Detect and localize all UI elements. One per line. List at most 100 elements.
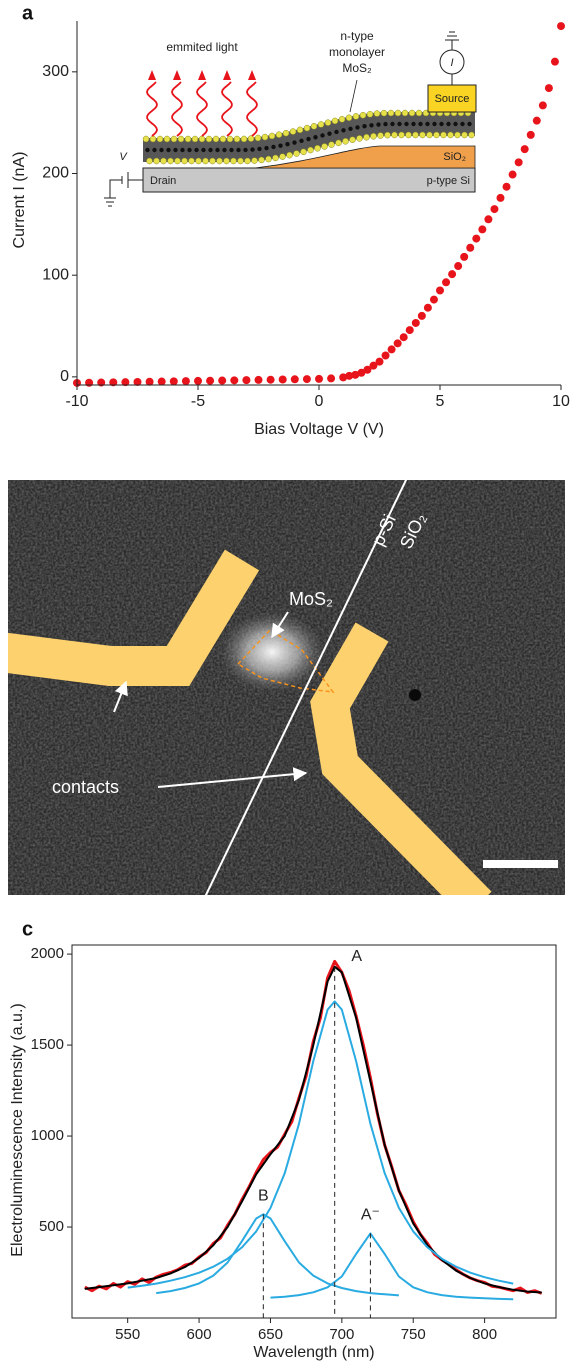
dark-spot <box>409 689 421 701</box>
mo-atom <box>187 148 191 152</box>
sulfur-atom <box>332 118 338 124</box>
sulfur-atom <box>182 158 188 164</box>
sulfur-atom <box>259 157 265 163</box>
source-label: Source <box>435 93 470 105</box>
sulfur-atom <box>171 136 177 142</box>
mo-atom <box>285 142 289 146</box>
sulfur-atom <box>231 158 237 164</box>
data-point <box>460 253 468 261</box>
mo-atom <box>194 148 198 152</box>
oxide-label: SiO₂ <box>443 151 466 163</box>
mo-atom <box>341 128 345 132</box>
sulfur-atom <box>283 130 289 136</box>
data-point <box>388 345 396 353</box>
data-point <box>242 376 250 384</box>
sulfur-atom <box>455 132 461 138</box>
data-point <box>424 304 432 312</box>
sulfur-atom <box>248 136 254 142</box>
sulfur-atom <box>241 136 247 142</box>
sulfur-atom <box>227 136 233 142</box>
data-point <box>400 333 408 341</box>
sulfur-atom <box>364 134 370 140</box>
x-tick-label: 600 <box>187 1326 212 1343</box>
data-point <box>551 58 559 66</box>
data-line <box>128 1001 514 1287</box>
data-point <box>442 278 450 286</box>
data-point <box>303 375 311 383</box>
mo-atom <box>222 148 226 152</box>
mo-atom <box>355 125 359 129</box>
sulfur-atom <box>175 158 181 164</box>
sulfur-atom <box>297 127 303 133</box>
data-point <box>436 286 444 294</box>
mo-atom <box>411 122 415 126</box>
mo-atom <box>390 122 394 126</box>
mo-atom <box>271 145 275 149</box>
plot-frame <box>72 945 556 1318</box>
sulfur-atom <box>392 132 398 138</box>
mo-atom <box>369 123 373 127</box>
y-axis-label: Current I (nA) <box>11 152 28 249</box>
light-arrowhead <box>173 70 181 80</box>
x-tick-label: -10 <box>65 393 88 410</box>
data-line <box>85 967 542 1293</box>
data-point <box>376 358 384 366</box>
y-tick-label: 0 <box>60 368 69 385</box>
data-point <box>412 319 420 327</box>
mo-atom <box>432 122 436 126</box>
mo-atom <box>376 122 380 126</box>
mo-atom <box>418 122 422 126</box>
sulfur-atom <box>357 135 363 141</box>
mo-atom <box>229 148 233 152</box>
data-point <box>406 326 414 334</box>
sulfur-atom <box>161 158 167 164</box>
x-tick-label: 5 <box>436 393 445 410</box>
data-point <box>472 235 480 243</box>
light-ray <box>247 82 257 136</box>
sulfur-atom <box>381 110 387 116</box>
data-point <box>382 352 390 360</box>
sulfur-atom <box>210 158 216 164</box>
sulfur-atom <box>255 135 261 141</box>
y-tick-label: 200 <box>42 165 69 182</box>
sulfur-atom <box>178 136 184 142</box>
sulfur-atom <box>441 132 447 138</box>
sulfur-atom <box>199 136 205 142</box>
y-tick-label: 300 <box>42 63 69 80</box>
data-point <box>448 270 456 278</box>
data-line <box>156 1214 399 1295</box>
sulfur-atom <box>252 158 258 164</box>
data-point <box>394 339 402 347</box>
sulfur-atom <box>262 134 268 140</box>
sulfur-atom <box>206 136 212 142</box>
peak-label: A⁻ <box>361 1207 380 1224</box>
sulfur-atom <box>294 151 300 157</box>
sulfur-atom <box>185 136 191 142</box>
sulfur-atom <box>371 133 377 139</box>
light-arrowhead <box>248 70 256 80</box>
mo-atom <box>264 146 268 150</box>
sulfur-atom <box>434 132 440 138</box>
sulfur-atom <box>350 137 356 143</box>
sulfur-atom <box>266 156 272 162</box>
sulfur-atom <box>245 158 251 164</box>
data-point <box>545 84 553 92</box>
data-point <box>170 377 178 385</box>
y-tick-label: 100 <box>42 266 69 283</box>
sulfur-atom <box>469 132 475 138</box>
mo-atom <box>425 122 429 126</box>
sulfur-atom <box>353 113 359 119</box>
flake-label: MoS₂ <box>289 589 333 609</box>
layer-label: monolayer <box>329 45 385 59</box>
mo-atom <box>348 127 352 131</box>
sulfur-atom <box>147 158 153 164</box>
data-point <box>478 225 486 233</box>
light-arrowhead <box>148 70 156 80</box>
ammeter-label: I <box>450 57 453 69</box>
mo-atom <box>383 122 387 126</box>
sulfur-atom <box>217 158 223 164</box>
sulfur-atom <box>409 110 415 116</box>
figure: a b c MoS₂ contacts p-Si SiO₂ 0100200300… <box>0 0 571 1364</box>
x-axis-label: Wavelength (nm) <box>253 1344 374 1361</box>
light-label: emmited light <box>166 40 238 54</box>
